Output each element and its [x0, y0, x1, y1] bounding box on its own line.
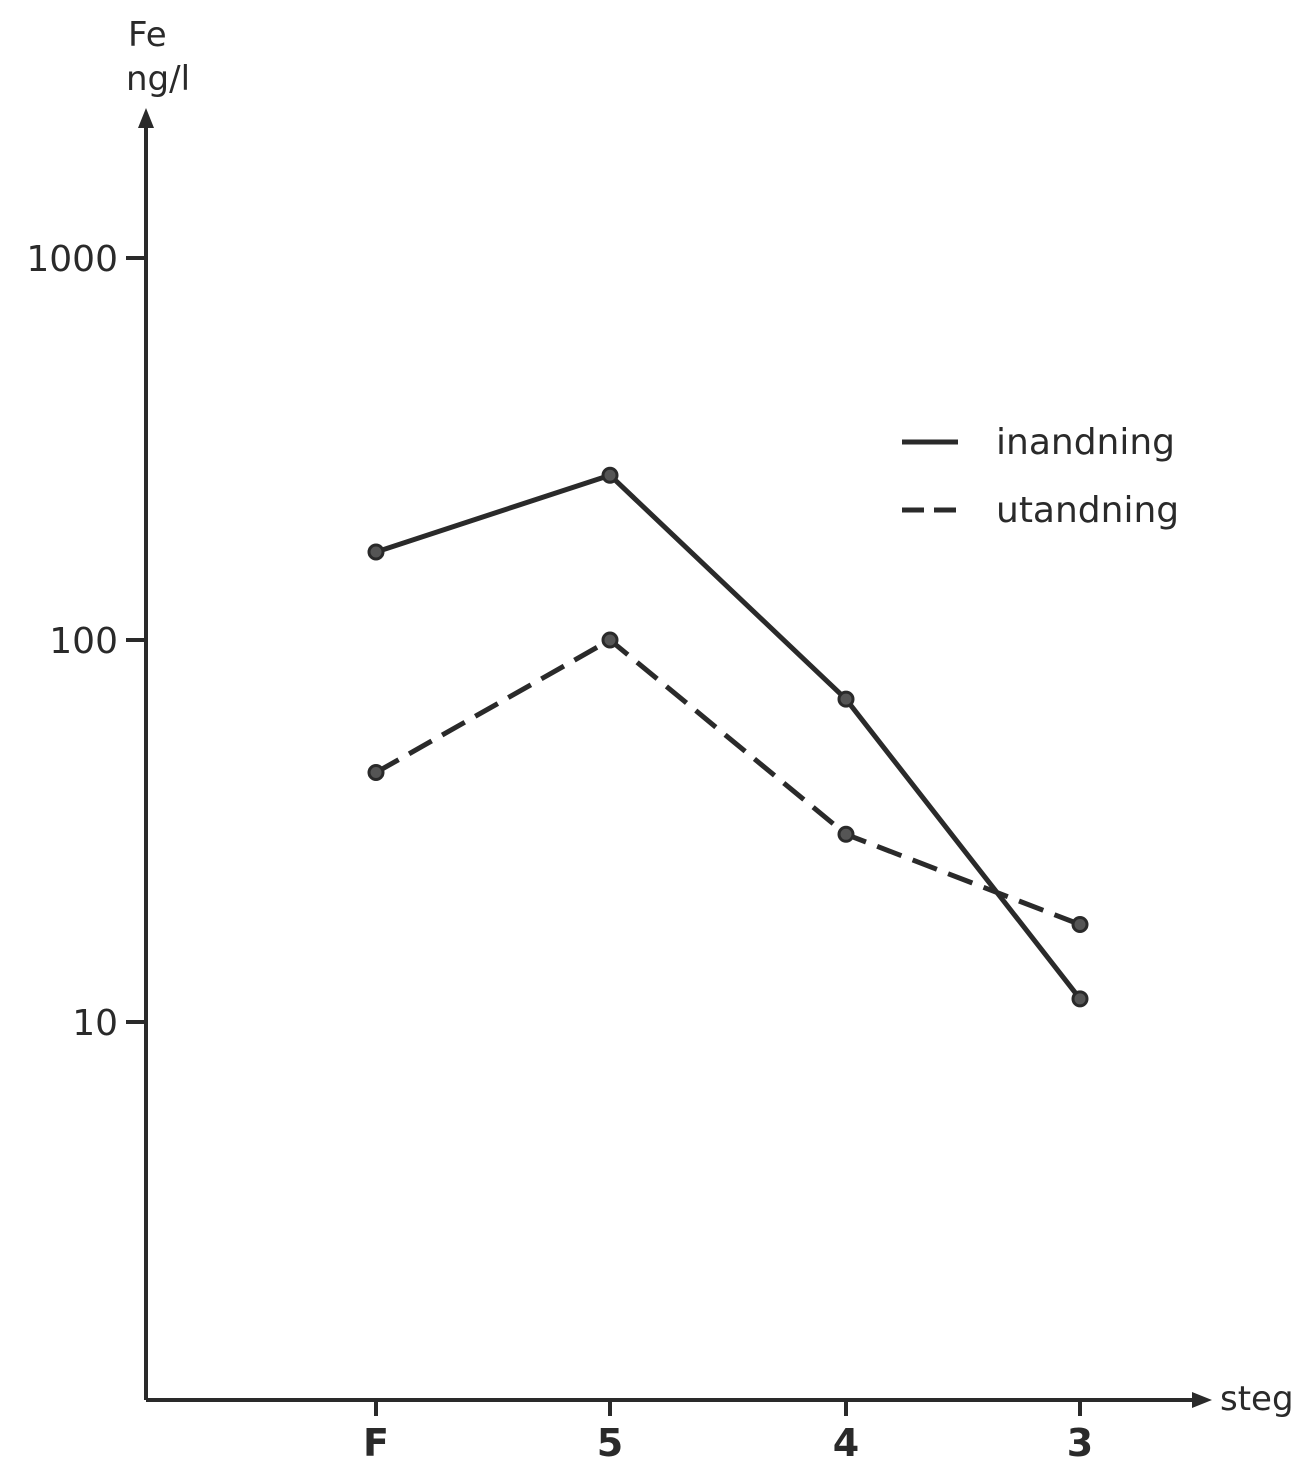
- x-axis-arrow: [1192, 1392, 1212, 1408]
- legend-label-inandning: inandning: [996, 422, 1175, 463]
- legend: inandning utandning: [902, 422, 1179, 531]
- legend-label-utandning: utandning: [996, 490, 1179, 531]
- y-ticks: 1000 100 10: [26, 239, 146, 1044]
- series-line-utandning: [374, 637, 1081, 927]
- data-point-inandning: [837, 690, 855, 708]
- series-points: [367, 466, 1089, 1008]
- y-tick-label: 100: [49, 621, 118, 662]
- y-axis-arrow: [138, 108, 154, 128]
- axes: Fe ng/l steg: [126, 15, 1294, 1419]
- y-tick-label: 10: [72, 1003, 118, 1044]
- x-tick-label: F: [363, 1421, 389, 1459]
- y-axis-label-line1: Fe: [128, 15, 167, 55]
- data-point-inandning: [601, 466, 619, 484]
- data-point-utandning: [367, 763, 385, 781]
- x-ticks: F 5 4 3: [363, 1400, 1093, 1459]
- data-point-utandning: [1071, 915, 1089, 933]
- x-tick-label: 4: [833, 1421, 859, 1459]
- y-tick-label: 1000: [26, 239, 118, 280]
- series-line-inandning: [375, 472, 1082, 1001]
- data-point-inandning: [1071, 990, 1089, 1008]
- y-axis-label-line2: ng/l: [126, 59, 190, 99]
- x-axis-label: steg: [1220, 1379, 1294, 1419]
- x-tick-label: 3: [1067, 1421, 1093, 1459]
- data-point-utandning: [601, 631, 619, 649]
- data-point-inandning: [367, 543, 385, 561]
- data-point-utandning: [837, 825, 855, 843]
- series-lines: [374, 472, 1082, 1001]
- x-tick-label: 5: [597, 1421, 623, 1459]
